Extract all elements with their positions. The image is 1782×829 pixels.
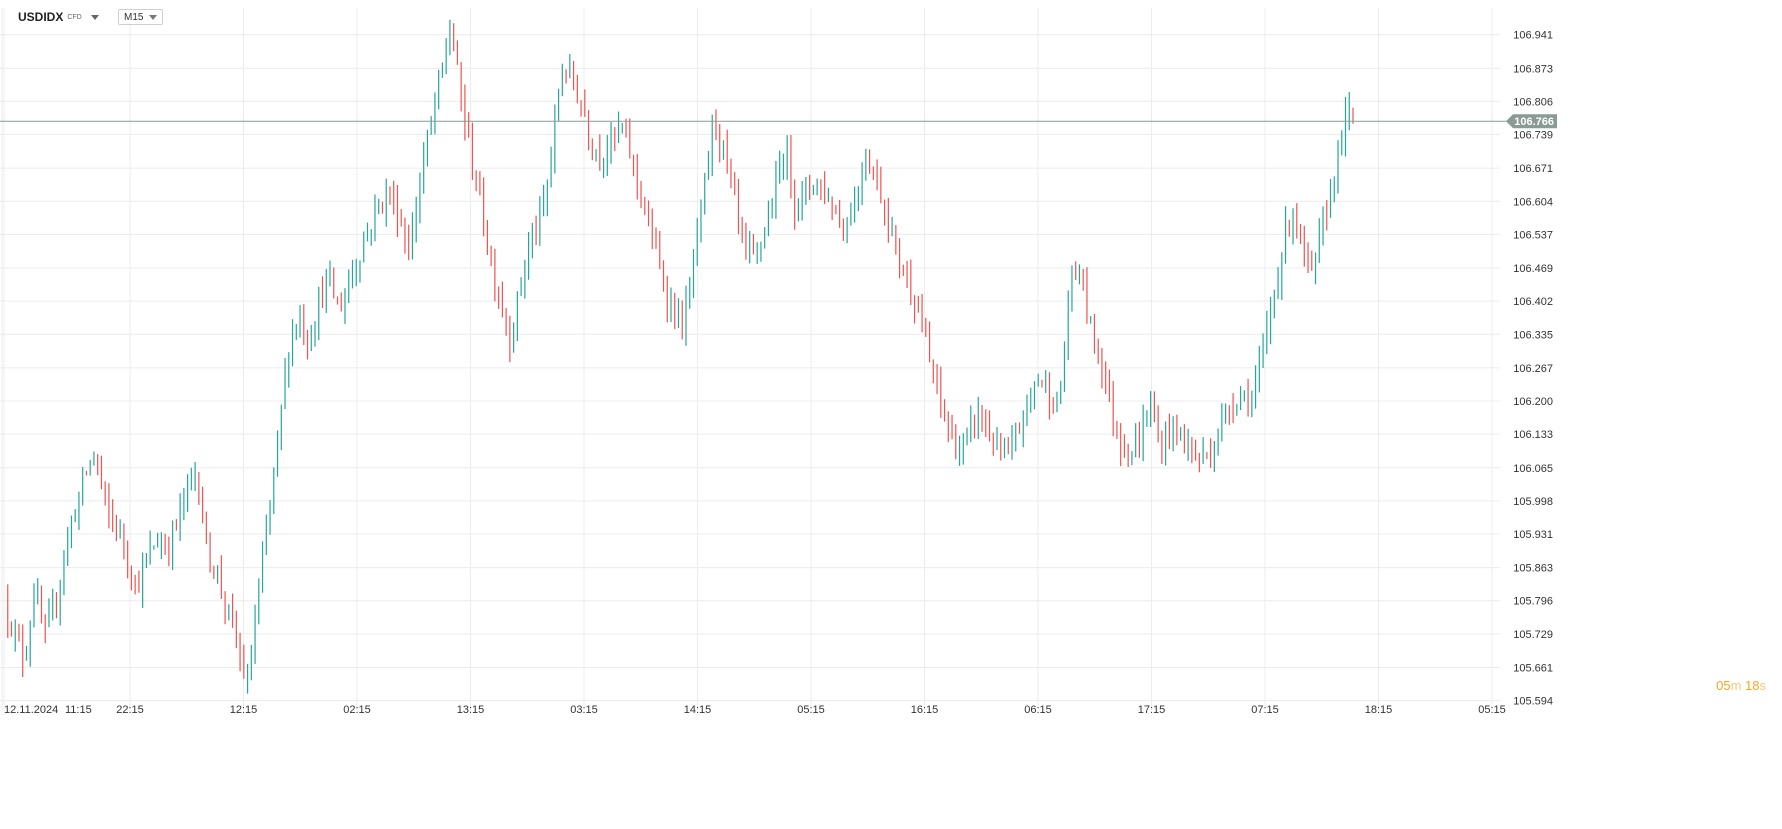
y-tick-label: 106.267 [1513, 363, 1553, 375]
x-tick-label: 06:15 [1024, 704, 1052, 716]
symbol-selector[interactable]: USDIDX CFD [18, 8, 99, 26]
y-tick-label: 105.931 [1513, 529, 1553, 541]
timer-seconds: 18 [1745, 678, 1760, 693]
x-tick-label: 07:15 [1251, 704, 1279, 716]
x-tick-label: 16:15 [911, 704, 939, 716]
x-tick-label: 22:15 [116, 704, 144, 716]
x-tick-label: 12.11.2024 [4, 704, 58, 716]
y-tick-label: 106.133 [1513, 429, 1553, 441]
current-price-tag [1506, 114, 1557, 129]
chevron-down-icon [149, 14, 158, 20]
x-tick-label: 11:15 [65, 704, 92, 716]
y-tick-label: 106.604 [1513, 196, 1553, 208]
y-tick-label: 105.998 [1513, 496, 1553, 508]
y-axis: 106.941 106.873 106.806 106.739 106.671 106.6… [1513, 30, 1553, 708]
x-tick-label: 14:15 [684, 704, 712, 716]
y-tick-label: 106.402 [1513, 296, 1553, 308]
symbol-name: USDIDX [18, 10, 64, 24]
timer-seconds-unit: s [1759, 678, 1767, 693]
y-tick-label: 105.661 [1513, 662, 1553, 674]
candle-countdown-timer: 05m 18s [1716, 678, 1766, 693]
x-tick-label: 03:15 [570, 704, 598, 716]
y-tick-label: 105.863 [1513, 563, 1553, 575]
y-tick-label: 106.941 [1513, 30, 1553, 42]
timeframe-label: M15 [124, 11, 144, 23]
y-tick-label: 106.469 [1513, 263, 1553, 275]
y-tick-label: 106.335 [1513, 329, 1553, 341]
y-tick-label: 106.537 [1513, 229, 1553, 241]
timer-minutes: 05 [1716, 678, 1731, 693]
x-tick-label: 12:15 [230, 704, 258, 716]
y-tick-label: 105.594 [1513, 696, 1553, 708]
x-tick-label: 02:15 [343, 704, 371, 716]
timer-minutes-unit: m [1730, 678, 1742, 693]
chevron-down-icon[interactable] [90, 14, 99, 20]
current-price-label: 106.766 [1514, 116, 1554, 128]
x-tick-label: 05:15 [797, 704, 825, 716]
y-tick-label: 106.806 [1513, 96, 1553, 108]
y-tick-label: 105.729 [1513, 629, 1553, 641]
y-tick-label: 106.739 [1513, 130, 1553, 142]
current-price-line: 106.766 [0, 114, 1557, 128]
timeframe-dropdown[interactable]: M15 [118, 9, 164, 25]
grid-lines [0, 8, 1500, 710]
candles [7, 19, 1354, 694]
y-tick-label: 106.873 [1513, 63, 1553, 75]
x-tick-label: 13:15 [457, 704, 485, 716]
y-tick-label: 106.671 [1513, 163, 1553, 175]
y-tick-label: 105.796 [1513, 596, 1553, 608]
y-tick-label: 106.065 [1513, 463, 1553, 475]
x-tick-label: 17:15 [1138, 704, 1166, 716]
instrument-type: CFD [67, 13, 82, 21]
x-axis: 12.11.2024 11:15 22:15 12:15 02:15 13:15 03:15… [4, 704, 1506, 716]
y-tick-label: 106.200 [1513, 396, 1553, 408]
x-tick-label: 05:15 [1478, 704, 1506, 716]
x-tick-label: 18:15 [1365, 704, 1393, 716]
